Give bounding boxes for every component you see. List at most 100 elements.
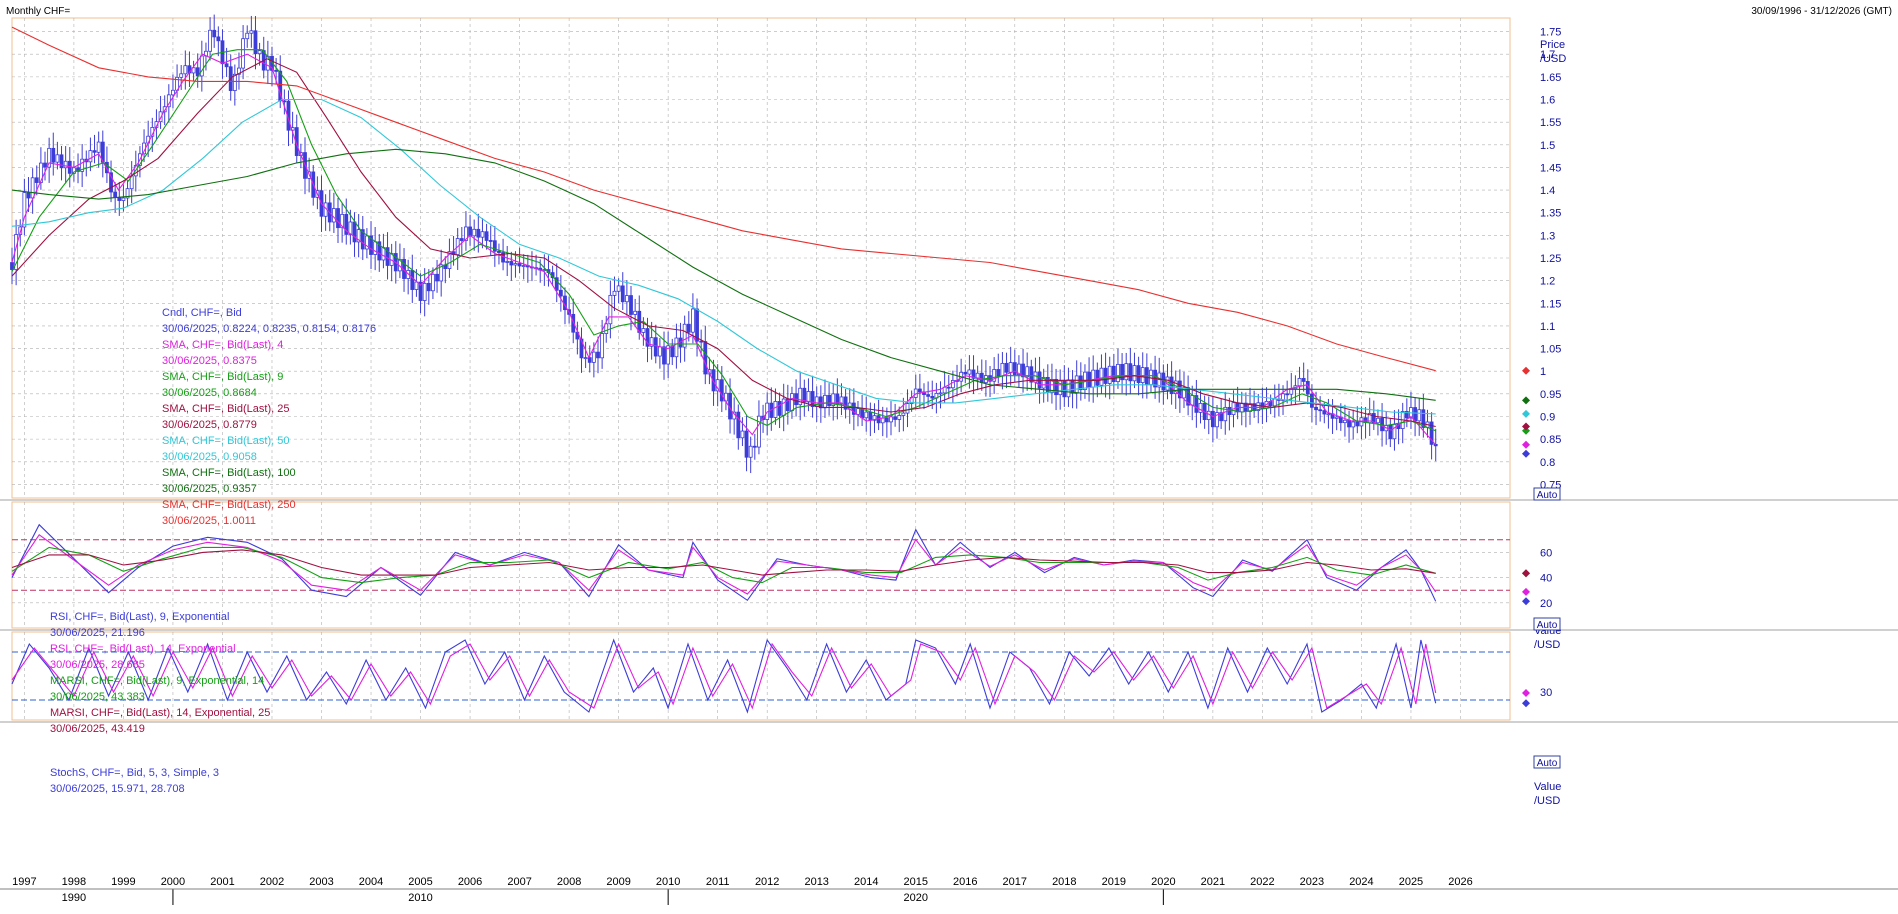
stoch-y-tick-label: 30 [1540, 687, 1552, 699]
rsi-legend-value: 30/06/2025, 43.419 [50, 723, 145, 735]
candle-body [591, 351, 596, 363]
candle-body [938, 392, 943, 395]
candle-body [241, 38, 245, 69]
candle-body [1116, 363, 1120, 383]
sma-line-sma4 [11, 53, 1437, 446]
price-y-tick-label: 0.8 [1540, 457, 1555, 469]
candle-body [88, 150, 93, 163]
x-tick-label: 2022 [1250, 876, 1274, 888]
candle-body [695, 308, 699, 342]
candle-body [757, 415, 761, 448]
candle-body [880, 417, 885, 424]
candle-body [736, 411, 741, 439]
candle-body [96, 141, 101, 153]
candle-body [831, 393, 836, 406]
candle-body [26, 192, 31, 199]
last-value-marker [1522, 366, 1530, 375]
x-tick-label: 1998 [62, 876, 86, 888]
candle-body [950, 380, 955, 389]
candle-body [1198, 402, 1203, 413]
candle-body [1012, 362, 1017, 375]
x-tick-label: 2002 [260, 876, 284, 888]
candle-body [43, 162, 47, 168]
candle-body [1219, 412, 1224, 422]
price-y-tick-label: 0.95 [1540, 389, 1561, 401]
last-value-marker [1522, 587, 1530, 596]
candle-body [608, 294, 613, 325]
stoch-line-stoch_d [11, 642, 1437, 710]
candle-body [480, 231, 485, 238]
x-tick-label: 2013 [804, 876, 828, 888]
last-value-marker [1522, 449, 1530, 458]
x-tick-label: 2021 [1201, 876, 1225, 888]
candle-body [1297, 378, 1302, 387]
candle-body [183, 65, 188, 75]
candle-body [571, 313, 576, 333]
price-legend-value: 30/06/2025, 0.9357 [162, 483, 257, 495]
candle-body [109, 172, 113, 193]
last-value-marker [1522, 440, 1530, 449]
candle-body [864, 411, 869, 419]
candle-body [703, 341, 708, 375]
auto-button-frame [1533, 487, 1561, 501]
candle-body [410, 270, 415, 290]
candle-body [63, 160, 68, 169]
x-tick-label: 2014 [854, 876, 878, 888]
candle-body [360, 229, 365, 250]
candle-body [1029, 366, 1034, 383]
candle-body [1215, 412, 1219, 428]
candle-body [422, 282, 427, 301]
candle-body [612, 290, 617, 296]
rsi-legend-name: RSI, CHF=, Bid(Last), 9, Exponential [50, 611, 229, 623]
candle-body [1194, 395, 1199, 413]
candle-body [1206, 410, 1211, 420]
auto-scale-button[interactable]: Auto [1533, 755, 1561, 769]
candle-body [1099, 367, 1104, 386]
x-tick-label: 2005 [408, 876, 432, 888]
candle-body [616, 285, 621, 292]
candle-body [719, 379, 724, 402]
candle-body [554, 277, 559, 291]
auto-scale-button[interactable]: Auto [1533, 487, 1561, 501]
chart-title: Monthly CHF= [6, 6, 70, 17]
candle-body [224, 63, 229, 68]
candle-body [666, 345, 671, 365]
candle-body [633, 310, 638, 315]
rsi-legend-name: RSI, CHF=, Bid(Last), 14, Exponential [50, 643, 236, 655]
candle-body [979, 372, 984, 384]
candle-body [274, 69, 279, 72]
price-y-tick-label: 1.7 [1540, 49, 1555, 61]
x-tick-label: 2024 [1349, 876, 1373, 888]
candle-body [431, 273, 435, 292]
x-decade-label: 1990 [62, 892, 86, 904]
rsi-legend-name: MARSI, CHF=, Bid(Last), 9, Exponential, … [50, 675, 264, 687]
candle-body [1417, 409, 1422, 422]
candle-body [897, 415, 902, 420]
candle-body [1334, 416, 1339, 419]
candle-body [1355, 421, 1360, 427]
x-decade-label: 2010 [408, 892, 432, 904]
price-legend-name: SMA, CHF=, Bid(Last), 4 [162, 339, 283, 351]
candle-body [1091, 369, 1096, 388]
candle-body [38, 162, 43, 183]
x-tick-label: 2026 [1448, 876, 1472, 888]
candle-body [414, 281, 419, 290]
price-y-tick-label: 1.45 [1540, 162, 1561, 174]
candle-body [105, 161, 109, 174]
auto-scale-button[interactable]: Auto [1533, 617, 1561, 631]
candle-body [125, 188, 130, 199]
candle-body [1285, 393, 1290, 396]
last-value-marker [1522, 426, 1530, 435]
auto-button-frame [1533, 617, 1561, 631]
price-legend-value: 30/06/2025, 0.8684 [162, 387, 257, 399]
price-legend-name: SMA, CHF=, Bid(Last), 100 [162, 467, 296, 479]
x-tick-label: 2001 [210, 876, 234, 888]
auto-button-label: Auto [1537, 620, 1558, 631]
price-y-tick-label: 1.25 [1540, 253, 1561, 265]
candle-body [1272, 398, 1277, 407]
candle-body [752, 445, 757, 448]
candle-body [331, 208, 336, 223]
candle-body [1107, 365, 1112, 384]
